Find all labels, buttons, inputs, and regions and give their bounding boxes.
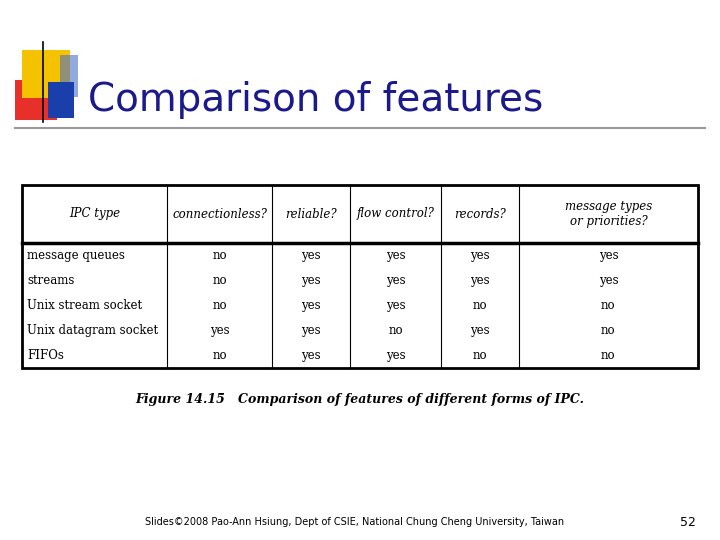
Text: no: no [212, 249, 227, 262]
Bar [48, 82, 74, 118]
Bar [22, 50, 70, 98]
Text: Unix stream socket: Unix stream socket [27, 299, 142, 312]
Text: no: no [388, 324, 402, 337]
Text: yes: yes [386, 299, 405, 312]
Text: yes: yes [301, 299, 321, 312]
Text: Slides©2008 Pao-Ann Hsiung, Dept of CSIE, National Chung Cheng University, Taiwa: Slides©2008 Pao-Ann Hsiung, Dept of CSIE… [145, 517, 564, 527]
Text: no: no [212, 299, 227, 312]
Text: yes: yes [301, 324, 321, 337]
Text: no: no [601, 349, 616, 362]
Text: yes: yes [386, 274, 405, 287]
Bar [22, 185, 698, 368]
Text: yes: yes [470, 324, 490, 337]
Text: connectionless?: connectionless? [172, 207, 267, 220]
Text: 52: 52 [680, 516, 696, 529]
Text: no: no [212, 349, 227, 362]
Text: no: no [601, 324, 616, 337]
Text: IPC type: IPC type [69, 207, 120, 220]
Bar [15, 80, 57, 120]
Text: no: no [472, 299, 487, 312]
Text: Unix datagram socket: Unix datagram socket [27, 324, 158, 337]
Text: yes: yes [301, 274, 321, 287]
Text: yes: yes [598, 274, 618, 287]
Text: records?: records? [454, 207, 506, 220]
Text: reliable?: reliable? [285, 207, 337, 220]
Text: yes: yes [470, 249, 490, 262]
Text: Figure 14.15   Comparison of features of different forms of IPC.: Figure 14.15 Comparison of features of d… [135, 394, 585, 407]
Text: no: no [601, 299, 616, 312]
Text: Comparison of features: Comparison of features [88, 81, 544, 119]
Text: yes: yes [301, 249, 321, 262]
Text: yes: yes [210, 324, 230, 337]
Text: FIFOs: FIFOs [27, 349, 64, 362]
Text: yes: yes [598, 249, 618, 262]
Text: no: no [472, 349, 487, 362]
Text: yes: yes [386, 349, 405, 362]
Text: flow control?: flow control? [356, 207, 434, 220]
Text: streams: streams [27, 274, 74, 287]
Text: message types
or priorities?: message types or priorities? [564, 200, 652, 228]
Text: yes: yes [301, 349, 321, 362]
Text: no: no [212, 274, 227, 287]
Text: yes: yes [386, 249, 405, 262]
Text: message queues: message queues [27, 249, 125, 262]
Text: yes: yes [470, 274, 490, 287]
Bar [60, 55, 78, 97]
